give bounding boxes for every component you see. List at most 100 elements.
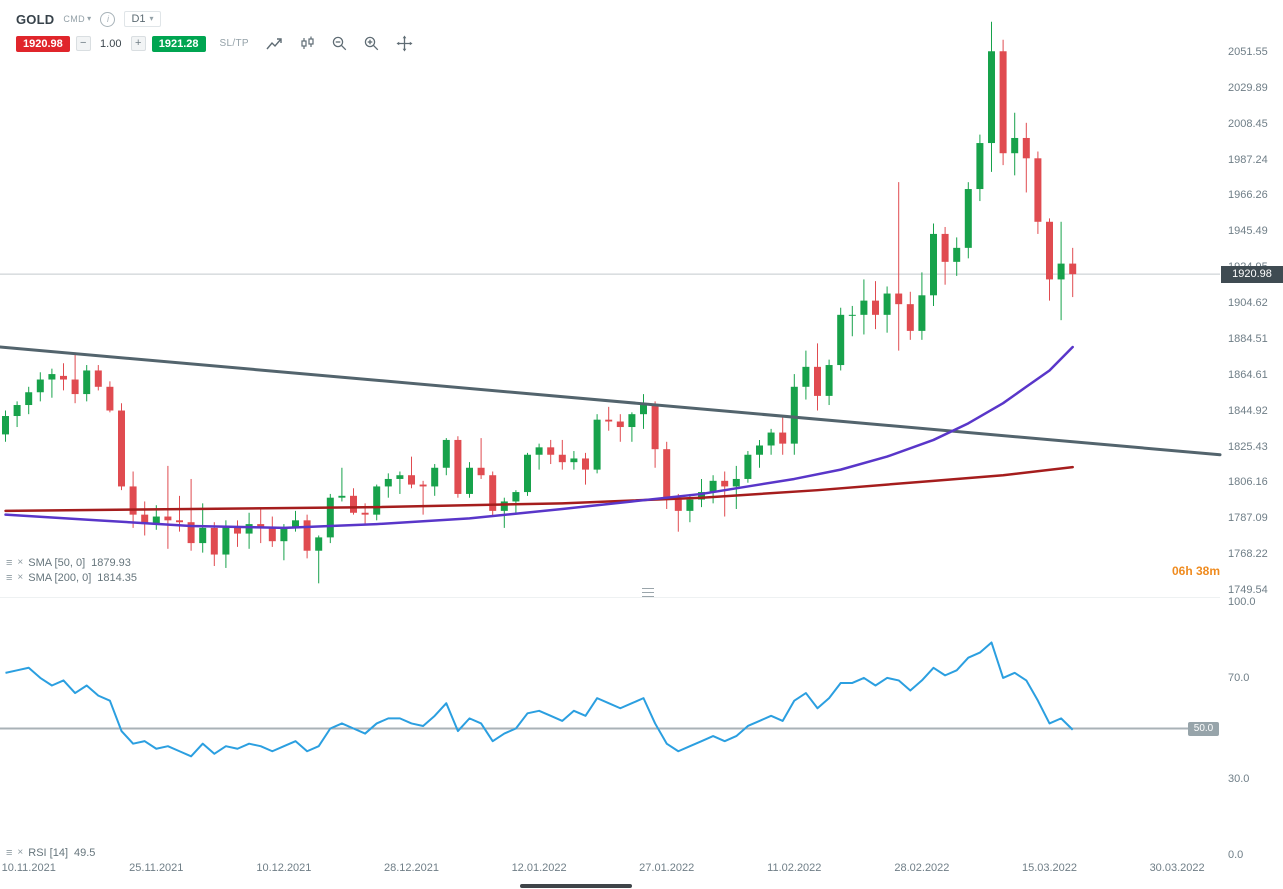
order-row: 1920.98 − 1.00 + 1921.28 SL/TP (16, 35, 413, 52)
candle-down (547, 447, 555, 455)
candle-up (83, 370, 91, 395)
candle-down (477, 467, 485, 476)
info-icon[interactable]: i (100, 11, 116, 27)
candle-up (326, 497, 334, 538)
rsi-line (5, 641, 1074, 758)
candle-up (756, 445, 763, 455)
market-selector[interactable]: CMD ▾ (63, 14, 91, 24)
rsi-legend: ≡ × RSI [14] 49.5 (6, 847, 95, 859)
candle-down (303, 520, 311, 551)
volume-decrease-button[interactable]: − (75, 36, 91, 51)
trendline-icon (266, 37, 282, 49)
candle-down (895, 293, 903, 305)
zoom-in-button[interactable] (364, 36, 379, 51)
candle-down (663, 449, 671, 500)
candle-up (245, 524, 253, 534)
candle-up (848, 314, 856, 316)
candle-down (129, 486, 137, 515)
candle-down (350, 495, 357, 513)
candle-countdown: 06h 38m (1171, 564, 1220, 578)
buy-price-button[interactable]: 1921.28 (151, 35, 206, 52)
candle-up (396, 475, 404, 479)
candle-down (721, 480, 729, 487)
candle-up (373, 486, 381, 515)
candle-up (570, 458, 578, 463)
indicator-menu-icon[interactable]: ≡ (6, 571, 13, 584)
zoom-in-icon (364, 36, 379, 51)
candle-up (640, 405, 647, 415)
candle-down (814, 366, 821, 396)
rsi-panel-resize-handle[interactable] (642, 588, 654, 597)
sell-price-button[interactable]: 1920.98 (16, 35, 70, 52)
candle-up (222, 525, 230, 555)
sma200-legend: ≡ × SMA [200, 0] 1814.35 (6, 572, 137, 584)
candle-down (779, 432, 787, 444)
remove-indicator-icon[interactable]: × (17, 557, 24, 568)
candle-down (164, 516, 172, 521)
candle-down (210, 527, 218, 555)
candle-down (558, 454, 566, 463)
volume-value[interactable]: 1.00 (100, 37, 122, 50)
candle-down (1022, 137, 1030, 159)
candle-down (906, 304, 914, 331)
candle-down (582, 458, 589, 470)
candle-up (466, 467, 473, 494)
candle-up (883, 293, 891, 315)
candle-up (709, 480, 717, 493)
move-chart-button[interactable] (396, 35, 413, 52)
candle-up (825, 365, 833, 396)
candle-down (106, 386, 114, 411)
indicator-name: SMA [200, 0] (28, 572, 92, 584)
candle-up (837, 314, 845, 366)
candle-down (408, 475, 415, 485)
rsi-level-badge: 50.0 (1188, 721, 1219, 736)
candle-down (268, 527, 276, 542)
current-price-badge: 1920.98 (1221, 265, 1283, 283)
candle-up (199, 527, 207, 544)
candlestick-icon (301, 36, 314, 49)
indicator-name: RSI [14] (28, 847, 69, 859)
candle-down (489, 475, 497, 511)
chart-type-button[interactable] (300, 36, 315, 51)
timeframe-label: D1 (131, 13, 146, 25)
zoom-out-icon (332, 36, 347, 51)
candle-up (524, 454, 531, 493)
market-label: CMD (63, 14, 86, 24)
chevron-down-icon: ▾ (87, 14, 92, 23)
indicator-menu-icon[interactable]: ≡ (6, 846, 13, 859)
chart-toolbar: GOLD CMD ▾ i D1 ▾ 1920.98 − 1.00 + 1921.… (16, 10, 413, 52)
candle-up (152, 516, 160, 525)
sma50-line (4, 345, 1074, 530)
candle-up (1057, 263, 1065, 280)
instrument-row: GOLD CMD ▾ i D1 ▾ (16, 10, 413, 28)
candle-up (593, 419, 601, 470)
candle-up (930, 233, 937, 296)
timeframe-selector[interactable]: D1 ▾ (124, 11, 161, 27)
trendline (0, 345, 1222, 457)
candle-down (60, 375, 67, 380)
candle-down (999, 51, 1007, 154)
sma50-legend: ≡ × SMA [50, 0] 1879.93 (6, 557, 131, 569)
indicator-name: SMA [50, 0] (28, 557, 86, 569)
candle-up (988, 51, 995, 144)
candle-down (71, 379, 79, 395)
volume-increase-button[interactable]: + (130, 36, 146, 51)
remove-indicator-icon[interactable]: × (17, 572, 24, 583)
candle-up (442, 439, 450, 468)
candle-up (860, 300, 868, 315)
horizontal-scrollbar[interactable] (520, 884, 632, 888)
remove-indicator-icon[interactable]: × (17, 847, 24, 858)
indicator-menu-icon[interactable]: ≡ (6, 556, 13, 569)
candle-up (13, 405, 21, 417)
zoom-out-button[interactable] (332, 36, 347, 51)
candle-down (118, 410, 125, 487)
chevron-down-icon: ▾ (149, 14, 154, 23)
sma200-line (4, 465, 1074, 513)
candle-down (605, 419, 613, 422)
trendline-tool-button[interactable] (266, 37, 283, 51)
candle-up (744, 454, 752, 479)
sltp-button[interactable]: SL/TP (219, 38, 249, 49)
candle-up (292, 520, 299, 528)
